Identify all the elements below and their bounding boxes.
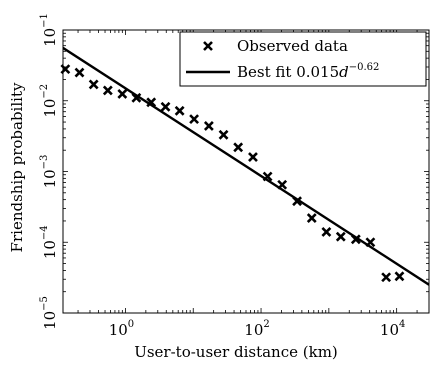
y-tick-label: 10−1 <box>39 13 59 47</box>
y-tick-base: 10 <box>41 99 59 118</box>
data-point-stroke-b <box>131 92 142 103</box>
legend-fit-var: d <box>339 63 349 81</box>
x-tick-base: 10 <box>109 321 128 339</box>
x-axis-title: User-to-user distance (km) <box>134 343 338 361</box>
data-point-stroke-b <box>233 142 244 153</box>
data-point <box>350 234 361 245</box>
data-point-stroke-b <box>394 271 405 282</box>
legend-marker-glyph-stroke-b <box>203 41 213 51</box>
data-point-stroke-b <box>117 88 128 99</box>
data-point-stroke-b <box>74 67 85 78</box>
data-point <box>335 231 346 242</box>
x-tick-base: 10 <box>244 321 263 339</box>
legend-label-observed: Observed data <box>237 37 348 55</box>
data-point <box>189 114 200 125</box>
data-point <box>292 196 302 207</box>
data-point <box>218 129 229 140</box>
data-point <box>381 272 392 283</box>
x-tick-base: 10 <box>380 321 399 339</box>
data-point <box>262 171 273 182</box>
legend-box <box>179 31 427 87</box>
data-point-stroke-b <box>218 129 229 140</box>
data-point <box>131 92 142 103</box>
y-tick-exp: −4 <box>39 225 50 240</box>
y-tick-label: 10−4 <box>39 225 59 259</box>
data-point <box>174 105 185 116</box>
x-tick-exp: 0 <box>128 319 134 330</box>
data-point-stroke-b <box>102 85 113 96</box>
x-tick-label: 104 <box>380 319 405 339</box>
data-point <box>277 179 288 190</box>
data-point-stroke-b <box>321 226 332 237</box>
y-tick-label: 10−3 <box>39 155 59 189</box>
x-tick-label: 100 <box>109 319 134 339</box>
data-point-stroke-b <box>174 105 185 116</box>
plot-layer <box>60 46 429 286</box>
data-point <box>365 237 376 248</box>
y-tick-exp: −1 <box>39 13 50 28</box>
legend: Observed data Best fit 0.015d−0.62 <box>179 31 427 87</box>
y-tick-label: 10−2 <box>39 84 59 118</box>
data-point-stroke-b <box>160 101 171 112</box>
data-point <box>88 79 99 90</box>
data-point <box>74 67 85 78</box>
y-tick-label: 10−5 <box>39 296 59 330</box>
data-point <box>394 271 405 282</box>
data-point-stroke-b <box>292 196 302 207</box>
data-point-stroke-b <box>306 213 317 223</box>
y-tick-base: 10 <box>41 169 59 188</box>
data-point-stroke-b <box>88 79 99 90</box>
y-tick-base: 10 <box>41 240 59 259</box>
legend-fit-prefix: Best fit 0.015 <box>237 63 339 81</box>
data-point-stroke-b <box>277 179 288 190</box>
data-point-stroke-b <box>248 152 258 162</box>
y-axis-title: Friendship probability <box>8 82 26 252</box>
data-point-stroke-b <box>335 231 346 242</box>
x-tick-exp: 2 <box>263 319 269 330</box>
data-point-stroke-b <box>350 234 361 245</box>
y-tick-exp: −2 <box>39 84 50 99</box>
data-point-stroke-b <box>262 171 273 182</box>
data-point-stroke-b <box>146 97 157 108</box>
x-tick-label: 102 <box>244 319 269 339</box>
y-tick-exp: −3 <box>39 155 50 170</box>
data-point <box>203 121 214 131</box>
data-point-stroke-b <box>381 272 392 283</box>
data-point-stroke-b <box>203 121 214 131</box>
data-point <box>233 142 244 153</box>
y-tick-exp: −5 <box>39 296 50 311</box>
y-tick-base: 10 <box>41 311 59 330</box>
data-point <box>117 88 128 99</box>
legend-fit-exp: −0.62 <box>349 62 380 73</box>
data-point-stroke-b <box>189 114 200 125</box>
legend-label-best-fit: Best fit 0.015d−0.62 <box>237 62 379 81</box>
legend-marker-observed <box>203 41 213 51</box>
data-point <box>306 213 317 223</box>
data-point-stroke-b <box>365 237 376 248</box>
data-point <box>321 226 332 237</box>
data-point <box>160 101 171 112</box>
data-point <box>102 85 113 96</box>
y-tick-base: 10 <box>41 28 59 47</box>
data-point <box>146 97 157 108</box>
x-tick-exp: 4 <box>399 319 405 330</box>
legend-marker-glyph <box>203 41 213 51</box>
data-point <box>248 152 258 162</box>
